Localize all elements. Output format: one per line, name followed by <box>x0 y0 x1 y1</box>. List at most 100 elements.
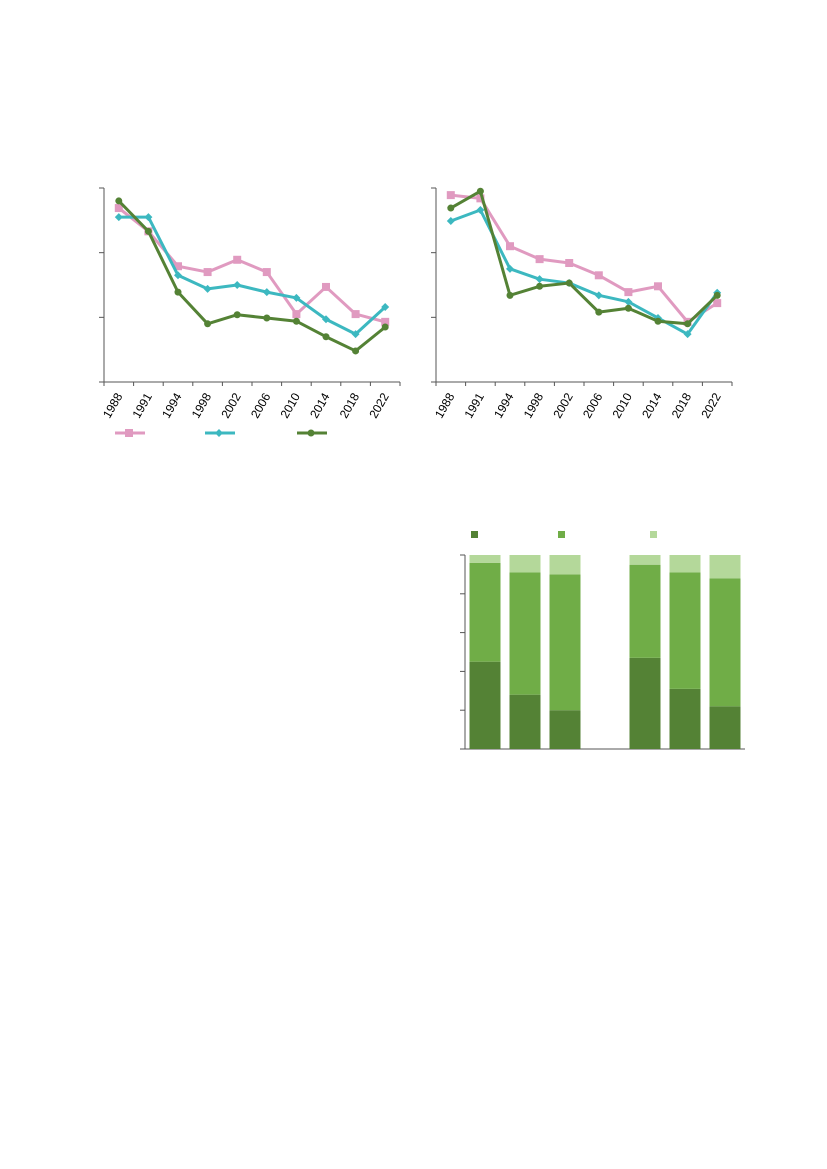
x-tick-label: 2010 <box>610 390 636 420</box>
marker <box>654 317 662 325</box>
marker <box>446 191 455 200</box>
series-line <box>117 199 387 353</box>
x-tick-label: 1991 <box>130 390 156 420</box>
x-tick-label: 1998 <box>189 390 215 420</box>
bar-segment <box>709 706 741 749</box>
bar-segment <box>509 694 541 749</box>
marker <box>595 308 603 316</box>
marker <box>215 429 223 437</box>
marker <box>447 204 455 212</box>
x-tick-label: 2006 <box>580 390 606 420</box>
marker <box>262 288 271 297</box>
x-tick-label: 2014 <box>639 390 665 420</box>
marker <box>322 333 330 341</box>
bar-segment <box>669 572 701 689</box>
marker <box>352 347 360 355</box>
chart: 1988 1991 1994 1998 2002 2006 2010 2014 2018 2022 <box>99 187 401 437</box>
x-tick-label: 2010 <box>278 390 304 420</box>
marker <box>506 242 514 251</box>
marker <box>322 282 330 291</box>
bar-segment <box>469 555 501 563</box>
marker <box>624 304 632 312</box>
marker <box>381 317 390 326</box>
x-tick-label: 2002 <box>550 390 576 420</box>
x-tick-label: 2022 <box>698 390 724 420</box>
x-tick-label: 1988 <box>432 390 458 420</box>
marker <box>174 271 182 280</box>
x-tick-label: 2006 <box>248 390 274 420</box>
bar-segment <box>509 572 541 695</box>
x-tick-label: 1998 <box>521 390 547 420</box>
x-tick-label: 1991 <box>462 390 488 420</box>
x-tick-label: 2022 <box>366 390 392 420</box>
marker <box>381 302 390 311</box>
marker <box>506 291 514 299</box>
legend-swatch <box>650 531 657 538</box>
marker <box>174 288 182 296</box>
marker <box>115 197 123 205</box>
bar-segment <box>549 555 581 575</box>
marker <box>233 281 242 289</box>
bar-segment <box>509 555 541 573</box>
marker <box>565 279 573 287</box>
marker <box>144 227 152 235</box>
bar-segment <box>709 578 741 707</box>
marker <box>233 311 241 319</box>
marker <box>307 429 315 437</box>
marker <box>624 297 633 306</box>
chart <box>460 531 745 750</box>
marker <box>713 291 721 299</box>
marker <box>203 284 212 293</box>
marker <box>654 282 662 291</box>
legend-swatch <box>471 531 478 538</box>
x-tick-label: 1994 <box>159 390 185 420</box>
bar-segment <box>629 555 661 565</box>
marker <box>262 268 271 277</box>
marker <box>322 315 330 324</box>
x-tick-label: 2002 <box>218 390 244 420</box>
marker <box>233 255 242 264</box>
marker <box>535 255 544 264</box>
marker <box>624 288 633 297</box>
chart: 1988 1991 1994 1998 2002 2006 2010 2014 2018 2022 <box>431 187 733 421</box>
marker <box>292 293 301 302</box>
x-tick-label: 2018 <box>337 390 363 420</box>
bar-segment <box>549 710 581 749</box>
marker <box>203 268 212 277</box>
series-line <box>118 215 387 336</box>
bar-segment <box>709 555 741 579</box>
marker <box>204 320 212 328</box>
marker <box>594 271 603 280</box>
series-line <box>117 206 386 324</box>
x-tick-label: 1994 <box>491 390 517 420</box>
marker <box>536 282 544 290</box>
marker <box>476 205 485 214</box>
marker <box>535 275 544 284</box>
marker <box>476 194 485 203</box>
marker <box>446 216 455 225</box>
bar-segment <box>469 661 501 749</box>
marker <box>144 213 153 222</box>
bar-segment <box>629 564 661 658</box>
marker <box>351 310 360 319</box>
marker <box>683 330 692 339</box>
bar-segment <box>669 555 701 573</box>
marker <box>263 314 271 322</box>
marker <box>476 187 484 195</box>
marker <box>684 320 692 328</box>
marker <box>381 323 389 331</box>
x-tick-label: 2018 <box>669 390 695 420</box>
marker <box>594 291 603 300</box>
bar-segment <box>629 657 661 749</box>
legend-swatch <box>558 531 565 538</box>
marker <box>565 259 574 268</box>
bar-segment <box>549 574 581 711</box>
series-line <box>450 193 719 324</box>
marker <box>125 429 133 437</box>
marker <box>506 264 514 273</box>
marker <box>114 204 123 213</box>
marker <box>114 213 123 222</box>
series-line <box>450 189 719 326</box>
marker <box>174 262 182 271</box>
